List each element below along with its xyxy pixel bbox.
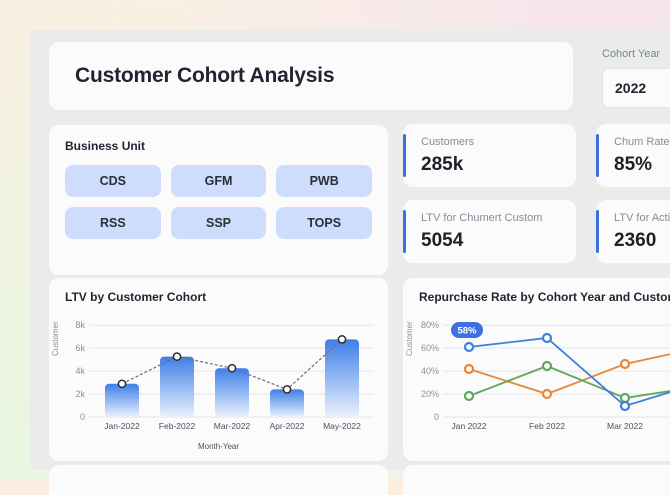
svg-text:Mar-2022: Mar-2022 (214, 421, 251, 431)
svg-text:6k: 6k (75, 343, 85, 353)
svg-text:80%: 80% (421, 320, 439, 330)
svg-text:Jan 2022: Jan 2022 (452, 421, 487, 431)
svg-text:2k: 2k (75, 389, 85, 399)
svg-text:20%: 20% (421, 389, 439, 399)
svg-text:58%: 58% (457, 326, 477, 337)
svg-text:60%: 60% (421, 343, 439, 353)
svg-text:Feb 2022: Feb 2022 (529, 421, 565, 431)
svg-text:Mar 2022: Mar 2022 (607, 421, 643, 431)
svg-text:Jan-2022: Jan-2022 (104, 421, 140, 431)
svg-text:8k: 8k (75, 320, 85, 330)
svg-text:4k: 4k (75, 366, 85, 376)
svg-text:0: 0 (80, 412, 85, 422)
svg-text:40%: 40% (421, 366, 439, 376)
svg-text:Apr-2022: Apr-2022 (270, 421, 305, 431)
svg-text:0: 0 (434, 412, 439, 422)
svg-text:May-2022: May-2022 (323, 421, 361, 431)
svg-text:Feb-2022: Feb-2022 (159, 421, 196, 431)
